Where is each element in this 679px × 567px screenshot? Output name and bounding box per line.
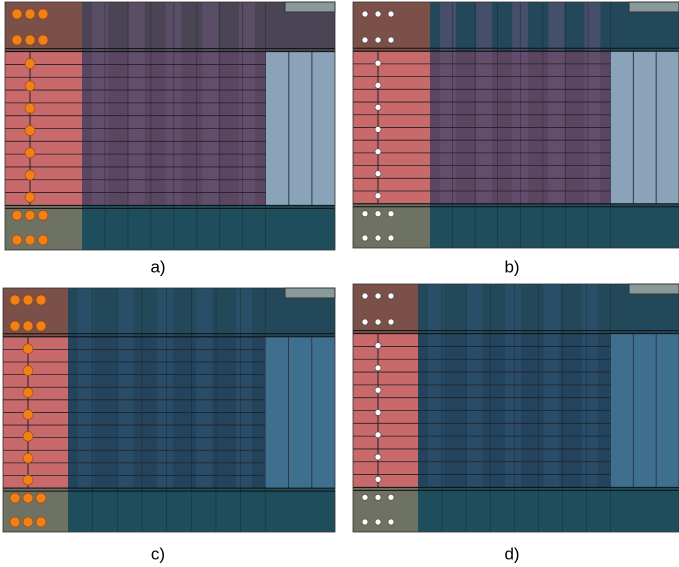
node (23, 295, 33, 305)
node (25, 81, 35, 91)
mesh-panel (353, 284, 679, 532)
top-tab (629, 2, 679, 12)
node (375, 149, 381, 155)
node (375, 319, 381, 325)
panel-label: c) (151, 544, 165, 563)
node (25, 235, 35, 245)
node (375, 171, 381, 177)
node (25, 148, 35, 158)
node (388, 11, 394, 17)
node (375, 60, 381, 66)
node (25, 9, 35, 19)
node (375, 37, 381, 43)
node (362, 11, 368, 17)
node (23, 517, 33, 527)
node (38, 210, 48, 220)
node (375, 454, 381, 460)
node (375, 519, 381, 525)
node (375, 476, 381, 482)
node (375, 343, 381, 349)
node (362, 319, 368, 325)
top-left-block (353, 284, 418, 334)
node (375, 211, 381, 217)
node (12, 9, 22, 19)
figure: a) b) c) d) (0, 0, 679, 567)
node (362, 37, 368, 43)
node (25, 210, 35, 220)
top-tab (285, 288, 335, 298)
node (23, 493, 33, 503)
node (12, 35, 22, 45)
node (10, 493, 20, 503)
node (375, 494, 381, 500)
bottom-left-block (353, 204, 430, 248)
right-block (611, 334, 679, 488)
node (375, 432, 381, 438)
node (10, 517, 20, 527)
top-left-block (353, 2, 430, 51)
node (12, 210, 22, 220)
node (38, 35, 48, 45)
node (362, 235, 368, 241)
node (388, 519, 394, 525)
node (375, 293, 381, 299)
node (23, 409, 33, 419)
node (388, 319, 394, 325)
mesh-panel (353, 2, 679, 248)
node (388, 211, 394, 217)
node (23, 388, 33, 398)
node (23, 344, 33, 354)
panel-label: d) (504, 544, 519, 563)
bottom-left-block (353, 487, 418, 532)
top-tab (629, 284, 679, 294)
node (362, 211, 368, 217)
node (36, 517, 46, 527)
node (23, 475, 33, 485)
node (375, 365, 381, 371)
node (375, 235, 381, 241)
right-block (265, 337, 335, 488)
node (10, 295, 20, 305)
node (375, 409, 381, 415)
node (375, 104, 381, 110)
panel-label: a) (150, 257, 165, 276)
mesh-panel (5, 2, 335, 250)
node (23, 453, 33, 463)
node (10, 321, 20, 331)
node (375, 387, 381, 393)
node (23, 366, 33, 376)
node (25, 35, 35, 45)
panel-label: b) (504, 257, 519, 276)
node (38, 9, 48, 19)
right-block (611, 51, 679, 204)
node (375, 11, 381, 17)
node (25, 59, 35, 69)
node (25, 103, 35, 113)
node (12, 235, 22, 245)
top-tab (285, 2, 335, 12)
node (38, 235, 48, 245)
node (36, 295, 46, 305)
right-block (266, 52, 335, 206)
node (375, 126, 381, 132)
node (362, 293, 368, 299)
node (36, 321, 46, 331)
node (23, 431, 33, 441)
node (362, 519, 368, 525)
node (362, 494, 368, 500)
node (388, 37, 394, 43)
node (25, 125, 35, 135)
node (388, 494, 394, 500)
node (36, 493, 46, 503)
node (375, 82, 381, 88)
node (388, 235, 394, 241)
node (25, 170, 35, 180)
node (23, 321, 33, 331)
mesh-panel (3, 288, 335, 532)
node (25, 192, 35, 202)
node (388, 293, 394, 299)
node (375, 193, 381, 199)
